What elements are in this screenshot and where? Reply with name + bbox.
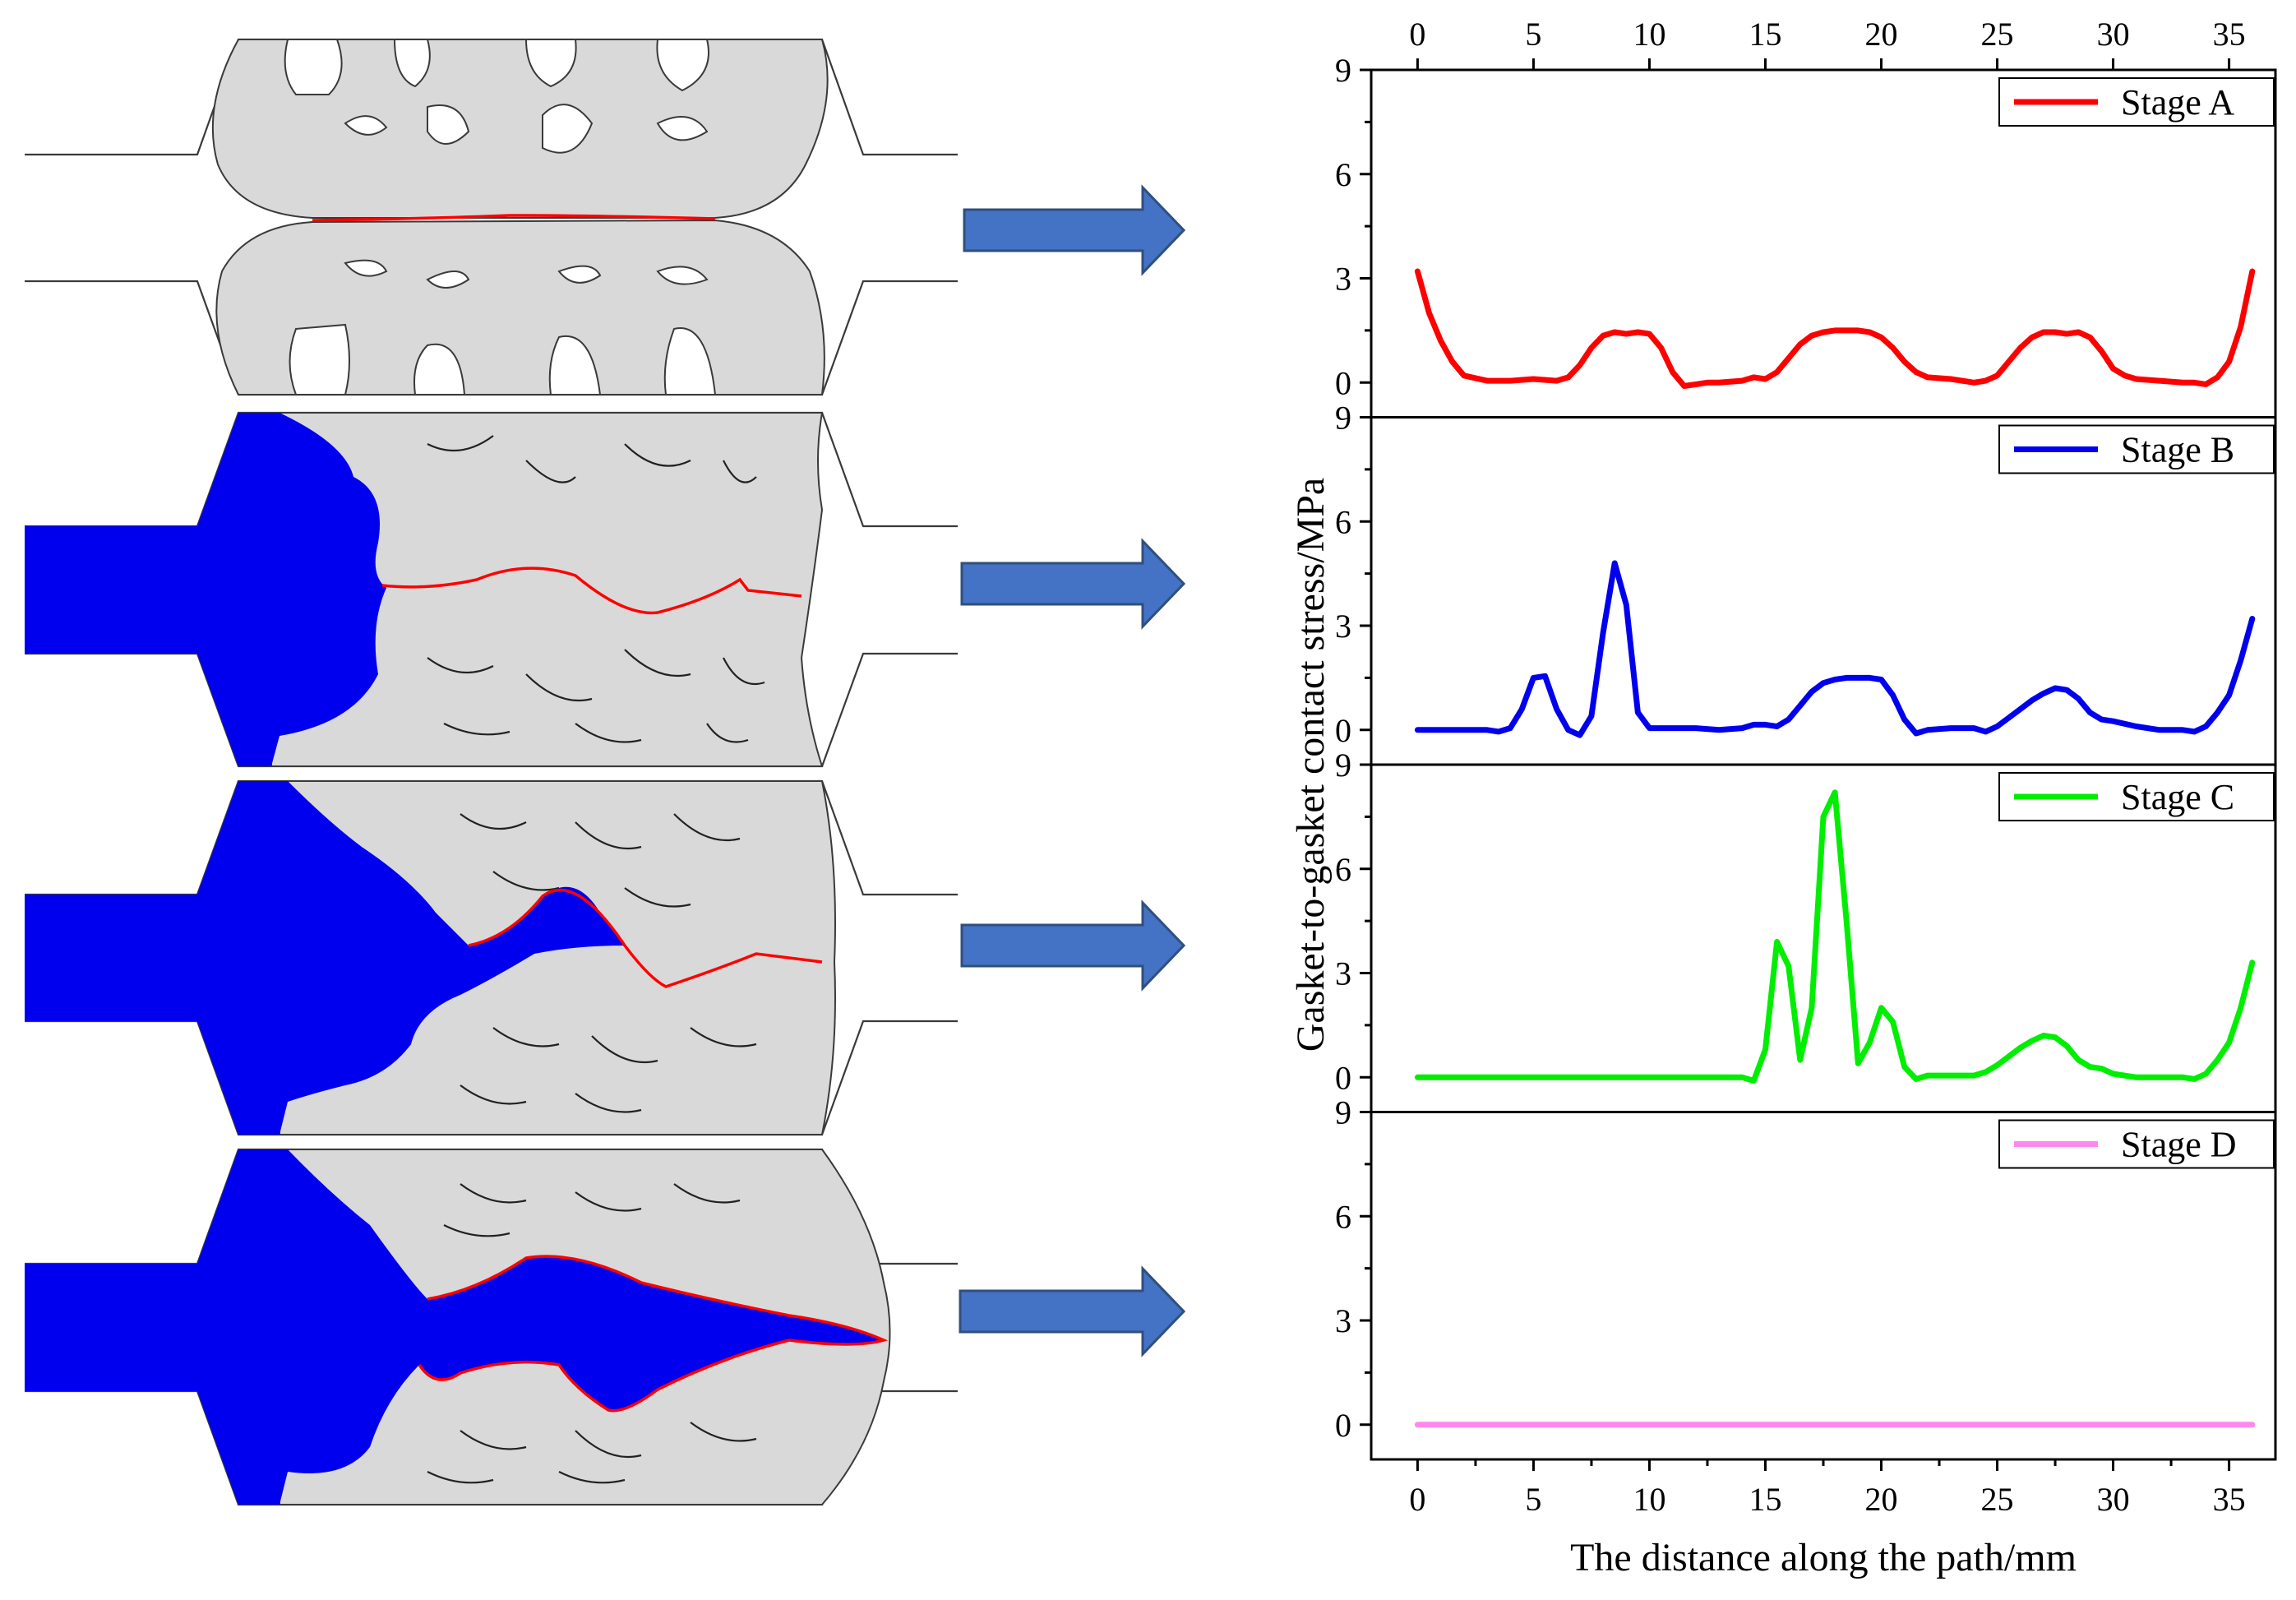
cracks [427, 435, 765, 743]
x-top-tick-label: 0 [1409, 16, 1425, 53]
arrow-stage-c [960, 899, 1186, 992]
schematic-stage-c [25, 779, 958, 1136]
fluid-region [25, 413, 386, 766]
y-tick-label: 0 [1335, 1059, 1351, 1096]
x-top-tick-label: 5 [1525, 16, 1541, 53]
y-tick-label: 9 [1335, 52, 1351, 89]
y-tick-label: 6 [1335, 503, 1351, 540]
y-tick-label: 9 [1335, 400, 1351, 437]
y-tick-label: 3 [1335, 608, 1351, 645]
y-tick-label: 3 [1335, 261, 1351, 298]
y-tick-label: 9 [1335, 1094, 1351, 1131]
fluid-region [25, 781, 625, 1135]
contact-seam [312, 214, 716, 222]
gasket-body [270, 412, 824, 767]
legend-label-stage-d: Stage D [2121, 1125, 2237, 1165]
legend-label-stage-a: Stage A [2121, 82, 2234, 123]
x-top-tick-label: 25 [1981, 16, 2014, 53]
x-tick-label: 15 [1749, 1481, 1781, 1518]
schematic-stage-d [25, 1148, 958, 1506]
pores [284, 39, 717, 395]
arrow-stage-b [960, 538, 1186, 630]
y-tick-label: 3 [1335, 1302, 1351, 1339]
x-tick-label: 10 [1633, 1481, 1665, 1518]
fluid-region [25, 1149, 884, 1505]
x-top-tick-label: 15 [1749, 16, 1781, 53]
y-tick-label: 3 [1335, 955, 1351, 992]
arrow-stage-d [959, 1265, 1186, 1357]
x-tick-label: 25 [1981, 1481, 2014, 1518]
series-line-stage-c [1414, 789, 2256, 1084]
arrow-stage-a [963, 184, 1186, 276]
contact-seam [418, 1255, 889, 1413]
x-top-tick-label: 10 [1633, 16, 1665, 53]
y-tick-label: 9 [1335, 747, 1351, 784]
y-axis-title: Gasket-to-gasket contact stress/MPa [1289, 478, 1333, 1052]
schematic-stage-b [25, 411, 958, 768]
schematic-stage-a [25, 38, 958, 396]
y-tick-label: 6 [1335, 156, 1351, 193]
x-axis-title: The distance along the path/mm [1570, 1536, 2077, 1579]
y-tick-label: 6 [1335, 851, 1351, 888]
x-top-tick-label: 35 [2213, 16, 2246, 53]
panel-stage-d: 0 3 6 9 0 5 10 15 20 25 30 35 Stage D [1335, 1094, 2277, 1518]
panel-stage-c: 0 3 6 9 Stage C [1335, 747, 2277, 1113]
series-line-stage-b [1414, 560, 2256, 738]
x-top-tick-label: 30 [2097, 16, 2130, 53]
x-tick-label: 30 [2097, 1481, 2130, 1518]
y-tick-label: 0 [1335, 364, 1351, 401]
legend-label-stage-b: Stage B [2121, 430, 2234, 470]
contact-seam [381, 566, 802, 615]
y-tick-label: 6 [1335, 1198, 1351, 1235]
series-line-stage-a [1414, 268, 2256, 389]
x-tick-label: 35 [2213, 1481, 2246, 1518]
cracks [427, 1183, 757, 1484]
cracks [460, 813, 757, 1113]
x-top-tick-label: 20 [1865, 16, 1898, 53]
panel-stage-a: 0 3 6 9 0 5 10 15 20 25 30 35 Stage A [1335, 16, 2277, 418]
x-tick-label: 20 [1865, 1481, 1898, 1518]
x-tick-label: 5 [1525, 1481, 1541, 1518]
y-tick-label: 0 [1335, 1407, 1351, 1444]
gasket-body [279, 780, 836, 1135]
x-tick-label: 0 [1409, 1481, 1425, 1518]
legend-label-stage-c: Stage C [2121, 777, 2234, 817]
y-tick-label: 0 [1335, 712, 1351, 749]
panel-stage-b: 0 3 6 9 Stage B [1335, 400, 2277, 766]
contact-seam [468, 888, 823, 988]
